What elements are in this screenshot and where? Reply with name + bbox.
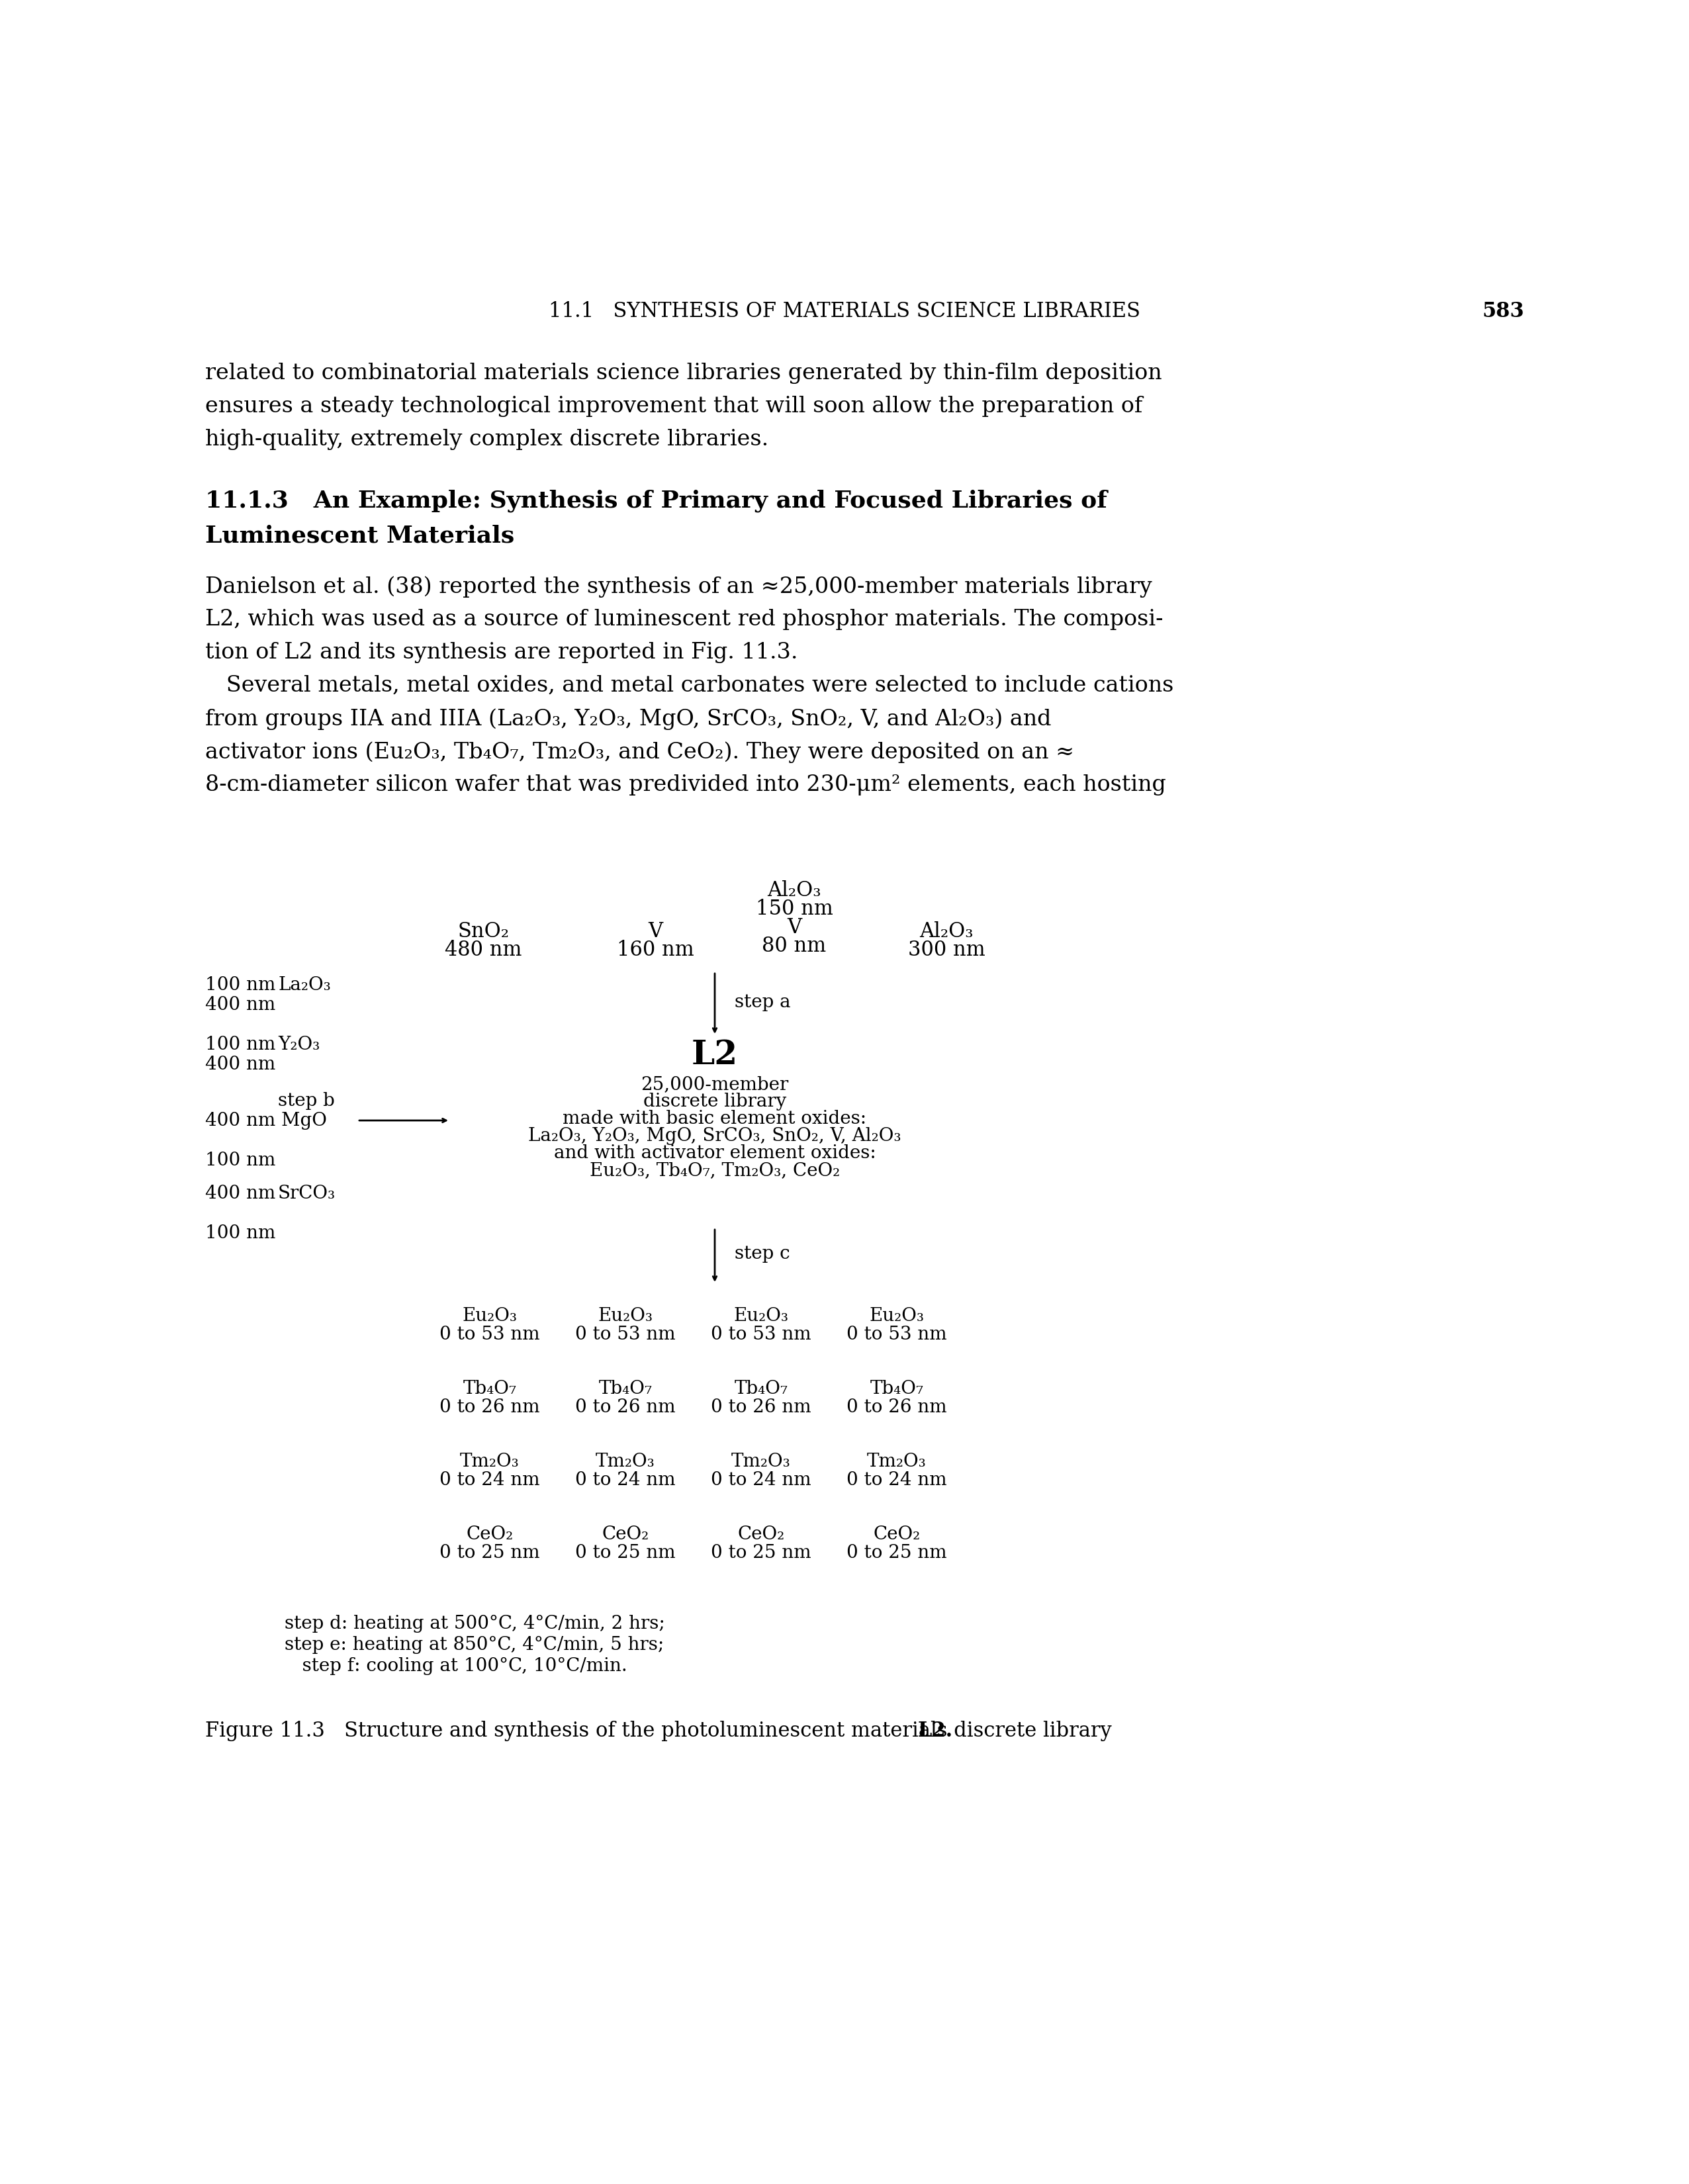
Text: 80 nm: 80 nm <box>762 935 826 957</box>
Text: L2, which was used as a source of luminescent red phosphor materials. The compos: L2, which was used as a source of lumine… <box>204 609 1164 629</box>
Text: 0 to 24 nm: 0 to 24 nm <box>846 1472 948 1489</box>
Text: 0 to 24 nm: 0 to 24 nm <box>439 1472 540 1489</box>
Text: 300 nm: 300 nm <box>907 939 985 961</box>
Text: 0 to 24 nm: 0 to 24 nm <box>711 1472 811 1489</box>
Text: Tm₂O₃: Tm₂O₃ <box>596 1452 655 1470</box>
Text: L2: L2 <box>691 1040 738 1072</box>
Text: step a: step a <box>735 994 790 1011</box>
Text: SnO₂: SnO₂ <box>458 922 508 941</box>
Text: 11.1.3   An Example: Synthesis of Primary and Focused Libraries of: 11.1.3 An Example: Synthesis of Primary … <box>204 489 1108 513</box>
Text: and with activator element oxides:: and with activator element oxides: <box>554 1144 877 1162</box>
Text: 11.1   SYNTHESIS OF MATERIALS SCIENCE LIBRARIES: 11.1 SYNTHESIS OF MATERIALS SCIENCE LIBR… <box>549 301 1140 321</box>
Text: step c: step c <box>735 1245 790 1262</box>
Text: 0 to 25 nm: 0 to 25 nm <box>711 1544 811 1562</box>
Text: Tb₄O₇: Tb₄O₇ <box>735 1380 787 1398</box>
Text: La₂O₃: La₂O₃ <box>279 976 331 994</box>
Text: 400 nm MgO: 400 nm MgO <box>204 1112 328 1129</box>
Text: Figure 11.3   Structure and synthesis of the photoluminescent materials discrete: Figure 11.3 Structure and synthesis of t… <box>204 1721 1118 1741</box>
Text: Tb₄O₇: Tb₄O₇ <box>598 1380 652 1398</box>
Text: 0 to 25 nm: 0 to 25 nm <box>439 1544 540 1562</box>
Text: high-quality, extremely complex discrete libraries.: high-quality, extremely complex discrete… <box>204 428 768 450</box>
Text: 160 nm: 160 nm <box>616 939 694 961</box>
Text: Tm₂O₃: Tm₂O₃ <box>866 1452 927 1470</box>
Text: activator ions (Eu₂O₃, Tb₄O₇, Tm₂O₃, and CeO₂). They were deposited on an ≈: activator ions (Eu₂O₃, Tb₄O₇, Tm₂O₃, and… <box>204 740 1074 762</box>
Text: 100 nm: 100 nm <box>204 1225 275 1243</box>
Text: 100 nm: 100 nm <box>204 1151 275 1168</box>
Text: L2.: L2. <box>917 1721 953 1741</box>
Text: 0 to 26 nm: 0 to 26 nm <box>711 1398 811 1415</box>
Text: 150 nm: 150 nm <box>755 900 833 919</box>
Text: Luminescent Materials: Luminescent Materials <box>204 524 515 546</box>
Text: 400 nm: 400 nm <box>204 1184 275 1203</box>
Text: 0 to 26 nm: 0 to 26 nm <box>576 1398 676 1415</box>
Text: Y₂O₃: Y₂O₃ <box>279 1035 319 1053</box>
Text: 8-cm-diameter silicon wafer that was predivided into 230-μm² elements, each host: 8-cm-diameter silicon wafer that was pre… <box>204 775 1165 795</box>
Text: CeO₂: CeO₂ <box>466 1524 513 1544</box>
Text: 480 nm: 480 nm <box>444 939 522 961</box>
Text: 0 to 24 nm: 0 to 24 nm <box>576 1472 676 1489</box>
Text: La₂O₃, Y₂O₃, MgO, SrCO₃, SnO₂, V, Al₂O₃: La₂O₃, Y₂O₃, MgO, SrCO₃, SnO₂, V, Al₂O₃ <box>529 1127 902 1144</box>
Text: related to combinatorial materials science libraries generated by thin-film depo: related to combinatorial materials scien… <box>204 363 1162 384</box>
Text: 100 nm: 100 nm <box>204 1035 275 1053</box>
Text: 0 to 53 nm: 0 to 53 nm <box>439 1326 540 1343</box>
Text: CeO₂: CeO₂ <box>873 1524 921 1544</box>
Text: 100 nm: 100 nm <box>204 976 275 994</box>
Text: 0 to 53 nm: 0 to 53 nm <box>846 1326 948 1343</box>
Text: 0 to 25 nm: 0 to 25 nm <box>846 1544 948 1562</box>
Text: 0 to 53 nm: 0 to 53 nm <box>576 1326 676 1343</box>
Text: 400 nm: 400 nm <box>204 1055 275 1075</box>
Text: Tb₄O₇: Tb₄O₇ <box>463 1380 517 1398</box>
Text: CeO₂: CeO₂ <box>738 1524 785 1544</box>
Text: Eu₂O₃: Eu₂O₃ <box>463 1306 517 1326</box>
Text: step f: cooling at 100°C, 10°C/min.: step f: cooling at 100°C, 10°C/min. <box>284 1658 627 1675</box>
Text: made with basic element oxides:: made with basic element oxides: <box>562 1109 866 1127</box>
Text: Danielson et al. (38) reported the synthesis of an ≈25,000-member materials libr: Danielson et al. (38) reported the synth… <box>204 577 1152 598</box>
Text: Eu₂O₃, Tb₄O₇, Tm₂O₃, CeO₂: Eu₂O₃, Tb₄O₇, Tm₂O₃, CeO₂ <box>589 1162 839 1179</box>
Text: ensures a steady technological improvement that will soon allow the preparation : ensures a steady technological improveme… <box>204 395 1142 417</box>
Text: Several metals, metal oxides, and metal carbonates were selected to include cati: Several metals, metal oxides, and metal … <box>204 675 1174 697</box>
Text: from groups IIA and IIIA (La₂O₃, Y₂O₃, MgO, SrCO₃, SnO₂, V, and Al₂O₃) and: from groups IIA and IIIA (La₂O₃, Y₂O₃, M… <box>204 708 1051 729</box>
Text: Eu₂O₃: Eu₂O₃ <box>598 1306 654 1326</box>
Text: CeO₂: CeO₂ <box>601 1524 649 1544</box>
Text: step e: heating at 850°C, 4°C/min, 5 hrs;: step e: heating at 850°C, 4°C/min, 5 hrs… <box>284 1636 664 1653</box>
Text: 400 nm: 400 nm <box>204 996 275 1013</box>
Text: Al₂O₃: Al₂O₃ <box>919 922 973 941</box>
Text: 0 to 53 nm: 0 to 53 nm <box>711 1326 811 1343</box>
Text: Eu₂O₃: Eu₂O₃ <box>870 1306 924 1326</box>
Text: 0 to 26 nm: 0 to 26 nm <box>846 1398 948 1415</box>
Text: step d: heating at 500°C, 4°C/min, 2 hrs;: step d: heating at 500°C, 4°C/min, 2 hrs… <box>284 1614 665 1634</box>
Text: Eu₂O₃: Eu₂O₃ <box>733 1306 789 1326</box>
Text: Tm₂O₃: Tm₂O₃ <box>459 1452 520 1470</box>
Text: 0 to 26 nm: 0 to 26 nm <box>439 1398 540 1415</box>
Text: tion of L2 and its synthesis are reported in Fig. 11.3.: tion of L2 and its synthesis are reporte… <box>204 642 797 664</box>
Text: step b: step b <box>279 1092 334 1109</box>
Text: 25,000-member: 25,000-member <box>640 1075 789 1094</box>
Text: discrete library: discrete library <box>644 1092 787 1109</box>
Text: SrCO₃: SrCO₃ <box>279 1184 336 1203</box>
Text: Tm₂O₃: Tm₂O₃ <box>731 1452 790 1470</box>
Text: 0 to 25 nm: 0 to 25 nm <box>576 1544 676 1562</box>
Text: Al₂O₃: Al₂O₃ <box>767 880 821 900</box>
Text: V: V <box>649 922 662 941</box>
Text: Tb₄O₇: Tb₄O₇ <box>870 1380 924 1398</box>
Text: 583: 583 <box>1483 301 1525 321</box>
Text: V: V <box>787 917 802 937</box>
